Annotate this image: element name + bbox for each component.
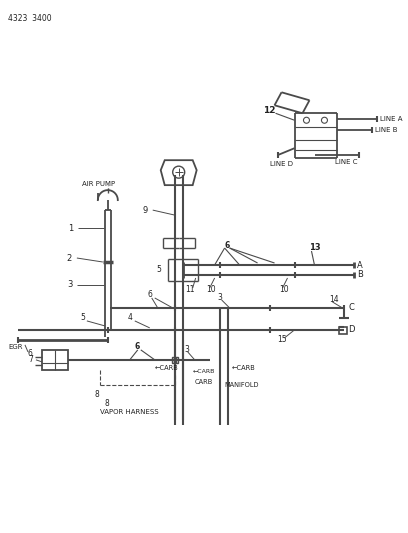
Text: C: C	[348, 303, 354, 312]
Text: 10: 10	[206, 286, 216, 294]
Text: 6: 6	[28, 349, 33, 358]
Text: MANIFOLD: MANIFOLD	[225, 382, 259, 388]
Text: 9: 9	[143, 206, 148, 215]
Text: 15: 15	[277, 335, 287, 344]
Text: 4: 4	[128, 313, 133, 322]
Text: 2: 2	[67, 254, 72, 263]
Text: 8: 8	[95, 390, 100, 399]
Text: 13: 13	[310, 243, 321, 252]
Text: 3: 3	[185, 345, 190, 354]
Text: 11: 11	[186, 286, 195, 294]
Text: ←CARB: ←CARB	[193, 369, 215, 374]
Text: VAPOR HARNESS: VAPOR HARNESS	[100, 409, 158, 415]
Text: AIR PUMP: AIR PUMP	[82, 181, 115, 187]
Text: 5: 5	[80, 313, 85, 322]
Text: LINE D: LINE D	[270, 161, 293, 167]
Text: LINE A: LINE A	[380, 116, 403, 122]
Bar	[339, 327, 347, 334]
Text: 14: 14	[329, 295, 339, 304]
Bar	[172, 357, 178, 363]
Text: ←CARB: ←CARB	[155, 365, 178, 371]
Text: A: A	[357, 261, 363, 270]
Text: LINE C: LINE C	[335, 159, 358, 165]
Text: CARB: CARB	[195, 379, 213, 385]
Text: EGR: EGR	[8, 344, 22, 350]
Text: 5: 5	[157, 265, 162, 274]
Text: B: B	[357, 270, 363, 279]
Text: 4323  3400: 4323 3400	[8, 14, 51, 23]
Text: 6: 6	[225, 240, 230, 249]
Text: 6: 6	[135, 342, 140, 351]
Text: 10: 10	[279, 286, 289, 294]
Text: 7: 7	[28, 356, 33, 365]
Text: 12: 12	[263, 106, 275, 115]
Text: D: D	[348, 325, 355, 334]
Text: ←CARB: ←CARB	[232, 365, 255, 371]
Text: 3: 3	[67, 280, 72, 289]
Bar	[42, 350, 68, 370]
Text: 1: 1	[68, 223, 73, 232]
Text: 6: 6	[148, 290, 153, 300]
Text: LINE B: LINE B	[375, 127, 398, 133]
Text: 8: 8	[105, 399, 110, 408]
Text: 3: 3	[217, 294, 222, 302]
